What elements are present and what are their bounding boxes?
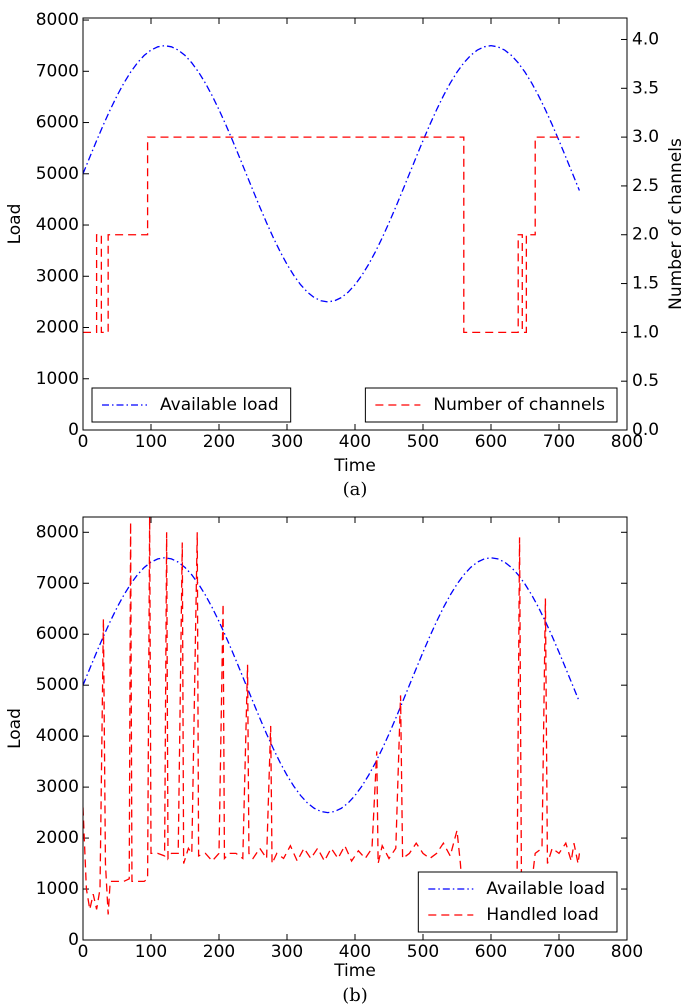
legend-label: Available load [486,879,605,899]
x-tick-label: 700 [543,942,575,962]
legend: Available load Handled load [417,871,618,933]
y2-tick-label: 0.5 [632,371,659,391]
y2-tick-label: 1.5 [632,274,659,294]
y-tick-label: 6000 [36,113,79,133]
y2-tick-label: 2.5 [632,176,659,196]
x-tick-label: 100 [135,942,167,962]
y-tick-label: 6000 [36,624,79,644]
y2-tick-label: 0.0 [632,420,659,440]
x-tick-label: 700 [543,432,575,452]
x-tick-label: 500 [407,942,439,962]
legend-frame [417,871,618,933]
y-tick-label: 5000 [36,164,79,184]
y-tick-label: 4000 [36,726,79,746]
y2-tick-label: 4.0 [632,29,659,49]
y-axis-label: Load [5,708,25,749]
x-tick-label: 0 [78,942,89,962]
y-tick-label: 0 [68,930,79,950]
y-tick-label: 7000 [36,573,79,593]
series-line [83,517,581,915]
legend-label: Number of channels [433,395,605,415]
x-tick-label: 0 [78,432,89,452]
y2-tick-label: 1.0 [632,322,659,342]
legend-frame [364,387,618,423]
y-tick-label: 1000 [36,369,79,389]
x-tick-label: 100 [135,432,167,452]
x-tick-label: 200 [203,432,235,452]
series-line [83,136,580,334]
y-tick-label: 4000 [36,215,79,235]
x-tick-label: 400 [339,942,371,962]
y2-axis-label: Number of channels [666,138,684,310]
y-tick-label: 2000 [36,318,79,338]
x-axis-label: Time [333,961,376,981]
x-tick-label: 300 [271,432,303,452]
y-axis-label: Load [5,204,25,245]
y-tick-label: 1000 [36,879,79,899]
x-tick-label: 300 [271,942,303,962]
legend: Number of channels [364,387,618,423]
y2-tick-label: 3.0 [632,127,659,147]
y2-tick-label: 3.5 [632,78,659,98]
y-tick-label: 5000 [36,675,79,695]
x-tick-label: 800 [611,942,643,962]
legend-label: Handled load [486,905,598,925]
x-tick-label: 600 [475,432,507,452]
y-tick-label: 3000 [36,266,79,286]
caption: (b) [342,985,368,1006]
x-tick-label: 400 [339,432,371,452]
legend-frame [91,387,292,423]
y-tick-label: 7000 [36,61,79,81]
x-tick-label: 600 [475,942,507,962]
plot-frame [82,17,628,431]
x-tick-label: 200 [203,942,235,962]
y2-tick-label: 2.0 [632,225,659,245]
y-tick-label: 2000 [36,828,79,848]
series-line [83,557,581,814]
y-tick-label: 8000 [36,522,79,542]
legend: Available load [91,387,292,423]
y-tick-label: 0 [68,420,79,440]
y-tick-label: 3000 [36,777,79,797]
x-tick-label: 800 [611,432,643,452]
x-axis-label: Time [333,456,376,476]
series-line [83,45,581,303]
caption: (a) [343,479,368,500]
x-tick-label: 500 [407,432,439,452]
legend-label: Available load [160,395,279,415]
y-tick-label: 8000 [36,10,79,30]
plot-frame [82,516,628,941]
